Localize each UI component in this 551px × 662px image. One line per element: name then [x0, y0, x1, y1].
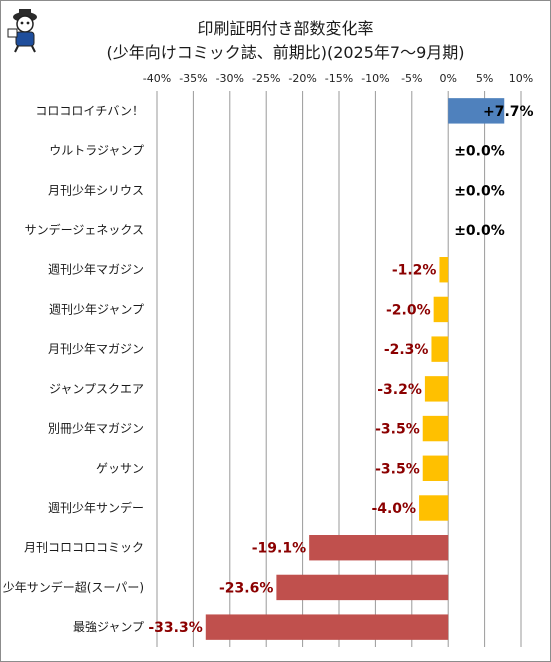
x-tick-label: -35%	[179, 72, 207, 85]
category-label: 月刊コロコロコミック	[24, 541, 144, 555]
category-label: 週刊少年サンデー	[48, 500, 144, 515]
x-tick-label: -30%	[216, 72, 244, 85]
category-label: サンデージェネックス	[25, 222, 144, 237]
data-label: -1.2%	[392, 263, 437, 279]
chart-subtitle: (少年向けコミック誌、前期比)(2025年7～9月期)	[106, 43, 465, 62]
x-tick-label: 0%	[439, 72, 456, 85]
data-label: -3.5%	[375, 461, 420, 477]
bar	[431, 336, 449, 362]
data-label: ±0.0%	[454, 144, 505, 160]
chart-title: 印刷証明付き部数変化率	[197, 19, 374, 38]
category-label: 月刊少年シリウス	[48, 183, 144, 197]
x-tick-label: -25%	[252, 72, 280, 85]
category-label: ゲッサン	[96, 461, 144, 475]
data-label: ±0.0%	[454, 183, 505, 199]
category-label: 最強ジャンプ	[73, 620, 144, 634]
category-label: ジャンプスクエア	[49, 382, 144, 396]
data-label: -2.3%	[384, 342, 429, 358]
bar	[439, 257, 449, 283]
x-tick-label: 10%	[509, 72, 533, 85]
x-tick-label: -15%	[325, 72, 353, 85]
x-tick-label: -10%	[361, 72, 389, 85]
category-label: 少年サンデー超(スーパー)	[3, 579, 144, 594]
category-label: 週刊少年マガジン	[48, 263, 144, 277]
data-label: ±0.0%	[454, 223, 505, 239]
data-label: -3.2%	[377, 382, 422, 398]
bar	[422, 415, 449, 442]
bar	[433, 296, 449, 323]
data-label: -3.5%	[375, 422, 420, 438]
x-tick-label: -20%	[288, 72, 316, 85]
category-label: 別冊少年マガジン	[48, 422, 144, 436]
bar	[422, 455, 449, 481]
data-label: -2.0%	[386, 302, 431, 318]
data-label: -33.3%	[148, 620, 202, 636]
x-tick-label: -5%	[401, 72, 422, 85]
category-label: ウルトラジャンプ	[49, 144, 144, 158]
category-label: 週刊少年ジャンプ	[49, 302, 144, 316]
x-tick-label: 5%	[476, 72, 493, 85]
bar	[276, 574, 449, 601]
data-label: -19.1%	[252, 541, 306, 557]
category-label: 月刊少年マガジン	[48, 342, 144, 356]
category-label: コロコロイチバン！	[35, 104, 144, 118]
bar	[448, 98, 505, 124]
data-label: -23.6%	[219, 580, 273, 596]
bar	[309, 535, 449, 561]
x-tick-label: -40%	[143, 72, 171, 85]
bar	[419, 495, 449, 521]
bar	[205, 614, 449, 640]
mascot-logo-icon	[5, 5, 45, 57]
data-label: -4.0%	[371, 501, 416, 517]
bar	[424, 376, 449, 402]
data-label: +7.7%	[483, 104, 534, 120]
